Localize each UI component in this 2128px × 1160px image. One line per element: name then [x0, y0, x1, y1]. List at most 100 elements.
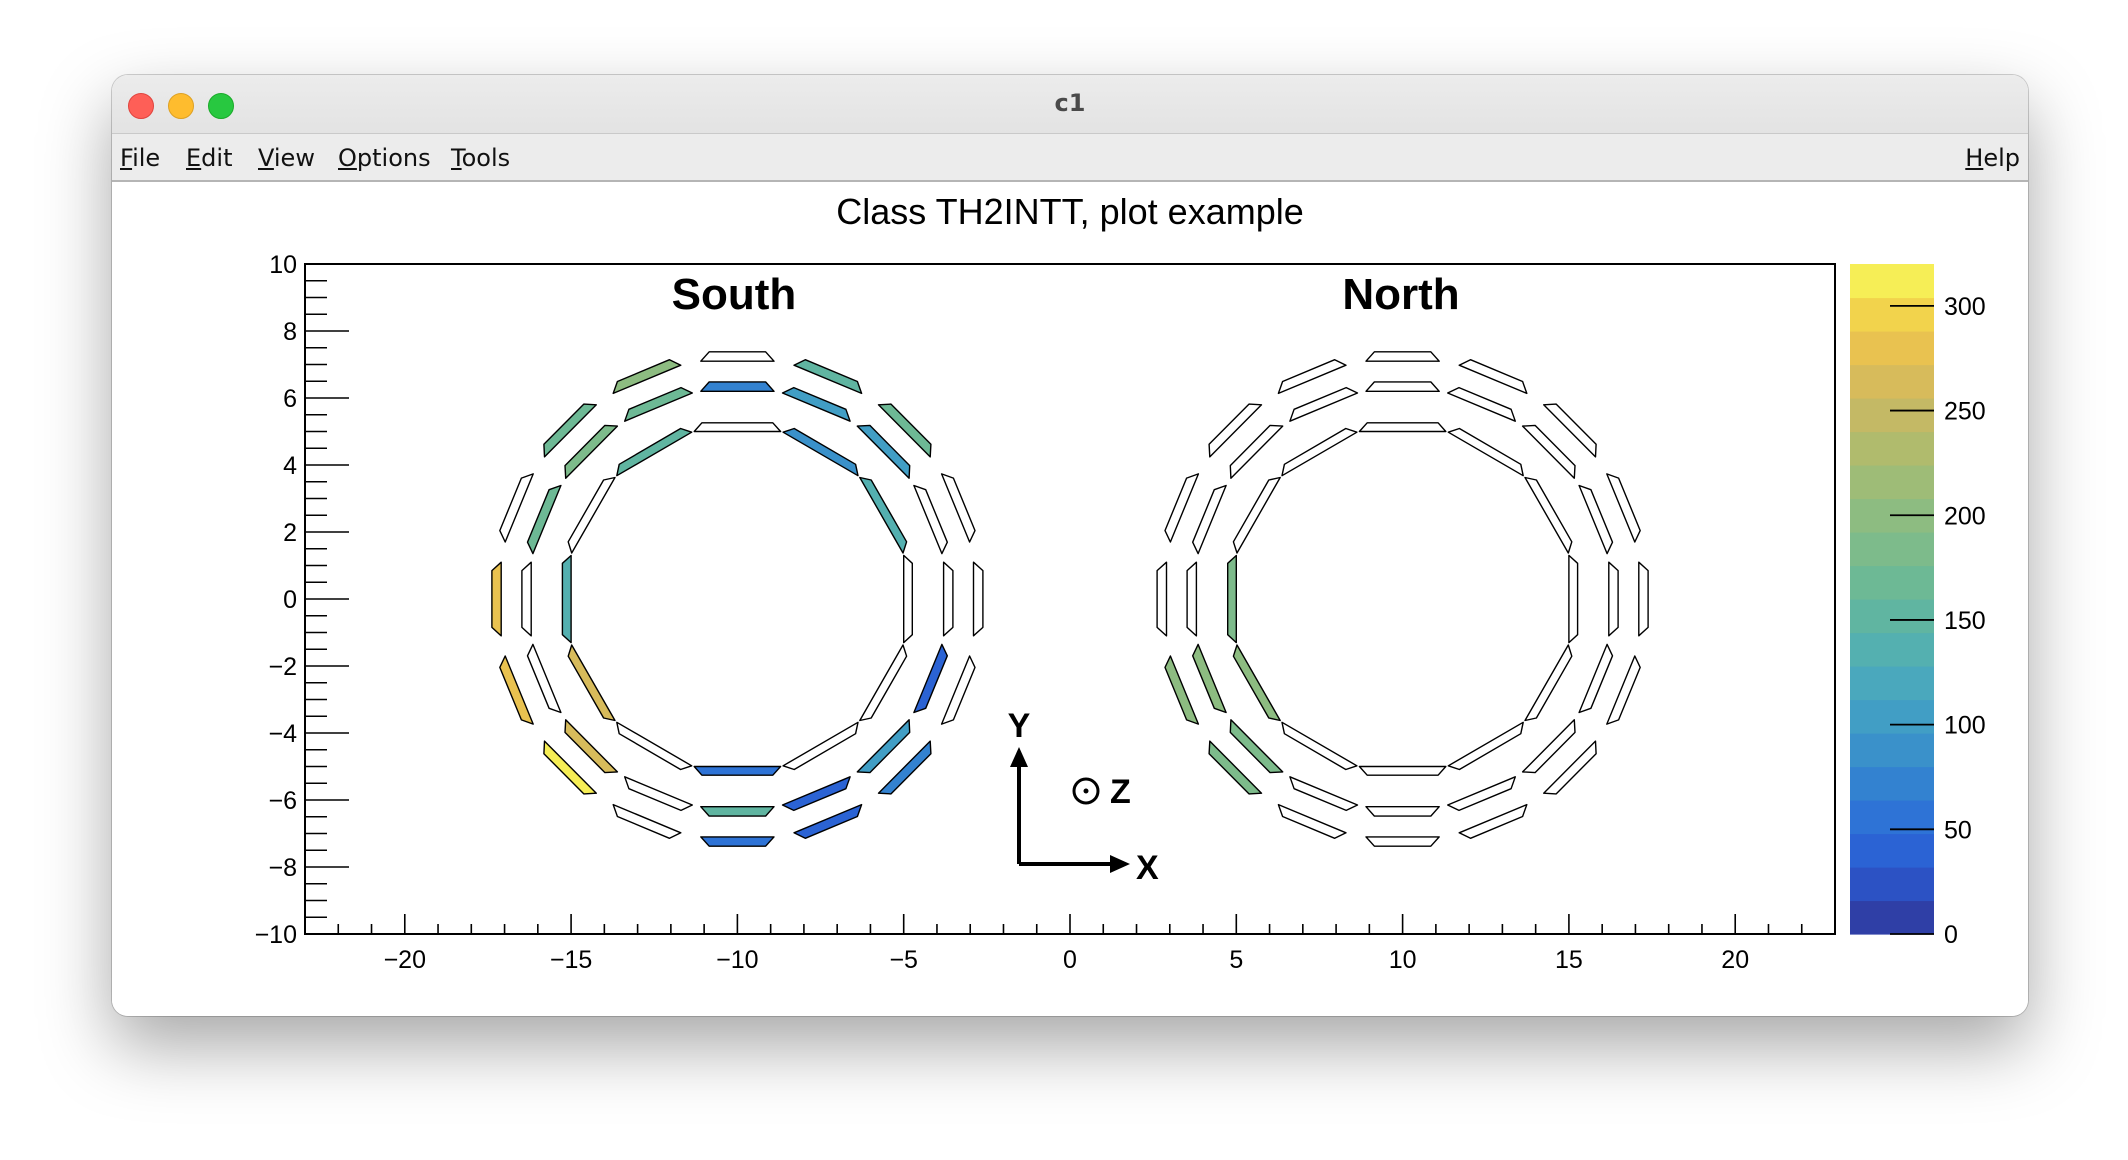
x-tick-label: 15 [1555, 946, 1583, 974]
palette-tick-label: 250 [1944, 398, 1986, 426]
ladder-bin [940, 655, 976, 725]
ladder-bin [1365, 836, 1440, 847]
y-arrowhead-icon [1010, 747, 1028, 767]
menu-options[interactable]: Options [338, 144, 431, 172]
ladder-bin [1156, 561, 1168, 637]
detector-north [1156, 351, 1649, 847]
ladder-bin [491, 561, 502, 637]
ladder-bin [1542, 740, 1597, 795]
ladder-bin [616, 721, 693, 771]
y-tick-label: 4 [283, 452, 297, 480]
ladder-bin [1542, 403, 1597, 458]
x-tick-label: −20 [384, 946, 426, 974]
ladder-bin [793, 358, 863, 395]
ladder-bin [877, 740, 932, 795]
menu-edit[interactable]: Edit [186, 144, 233, 172]
ladder-bin [942, 561, 954, 637]
y-tick-label: −8 [268, 854, 297, 882]
ladder-bin [1208, 403, 1263, 458]
palette-tick-label: 200 [1944, 502, 1986, 530]
palette-level [1850, 766, 1934, 801]
palette-level [1850, 398, 1934, 433]
x-axis-letter: X [1136, 849, 1159, 887]
ladder-bin [1365, 351, 1440, 362]
xyz-axes-glyph: Y X Z [1008, 707, 1159, 887]
palette-level [1850, 666, 1934, 701]
ladder-bin [1358, 765, 1447, 776]
close-window-button[interactable] [128, 93, 154, 119]
ladder-bin [1578, 484, 1614, 555]
ladder-bin [1229, 719, 1284, 774]
palette-level [1850, 565, 1934, 600]
ladder-bin [913, 484, 948, 555]
menu-tools[interactable]: Tools [451, 144, 511, 172]
menu-file[interactable]: File [120, 144, 161, 172]
ladder-bin [561, 554, 572, 644]
palette-level [1850, 331, 1934, 366]
y-tick-label: −6 [268, 787, 297, 815]
ladder-bin [1277, 803, 1347, 839]
ladder-bin [616, 427, 693, 477]
south-label: South [672, 270, 797, 319]
ladder-bin [526, 643, 562, 714]
detector-south [491, 351, 984, 847]
ladder-bin [624, 386, 693, 422]
ladder-bin [1446, 386, 1517, 422]
palette-tick-label: 0 [1944, 921, 1958, 949]
x-tick-label: −15 [550, 946, 592, 974]
palette-level [1850, 632, 1934, 667]
ladder-bin [700, 836, 775, 847]
palette-level [1850, 532, 1934, 567]
ladder-bin [877, 403, 932, 458]
root-canvas-window: c1 File Edit View Options Tools Help Cla… [112, 75, 2028, 1016]
ladder-bin [913, 643, 948, 714]
ladder-bin [1521, 424, 1576, 479]
palette-tick-label: 100 [1944, 712, 1986, 740]
ladder-bin [1458, 803, 1528, 839]
ladder-bin [781, 386, 851, 422]
y-tick-label: 10 [269, 251, 297, 279]
ladder-bin [543, 740, 597, 795]
palette-level [1850, 364, 1934, 399]
y-tick-label: −10 [255, 921, 297, 949]
ladder-bin [521, 561, 532, 637]
menu-help[interactable]: Help [1965, 144, 2020, 172]
palette-level [1850, 264, 1934, 299]
ladder-bin [1447, 721, 1524, 771]
palette-level [1850, 431, 1934, 466]
ladder-bin [1281, 721, 1358, 771]
ladder-bin [1358, 422, 1447, 433]
palette-tick-label: 150 [1944, 607, 1986, 635]
zoom-window-button[interactable] [208, 93, 234, 119]
ladder-bin [567, 476, 616, 554]
palette-level [1850, 867, 1934, 902]
ladder-bin [700, 381, 775, 393]
ladder-bin [1289, 386, 1359, 422]
ladder-bin [782, 721, 859, 771]
canvas-area[interactable]: Class TH2INTT, plot example −20 −15 −10 −5 0… [112, 182, 2028, 1016]
ladder-bin [1232, 476, 1281, 554]
ladder-bin [1289, 776, 1359, 812]
ladder-bin [700, 806, 775, 817]
ladder-bin [940, 473, 976, 543]
ladder-bin [782, 427, 859, 477]
ladder-bin [1232, 644, 1281, 722]
ladder-bin [499, 655, 534, 725]
z-axis-letter: Z [1110, 773, 1131, 811]
z-dot-icon [1083, 788, 1089, 794]
x-tick-label: −10 [716, 946, 758, 974]
minimize-window-button[interactable] [168, 93, 194, 119]
palette-level [1850, 900, 1934, 935]
ladder-bin [903, 554, 913, 644]
ladder-bin [1191, 484, 1227, 555]
x-tick-label: 5 [1229, 946, 1243, 974]
ladder-bin [526, 484, 562, 555]
plot-svg[interactable]: Class TH2INTT, plot example −20 −15 −10 −5 0… [112, 182, 2028, 1016]
ladder-bin [1524, 644, 1573, 722]
menu-view[interactable]: View [258, 144, 315, 172]
ladder-bin [1365, 806, 1440, 817]
ladder-bin [1446, 776, 1517, 812]
ladder-bin [859, 644, 908, 722]
ladder-bin [1164, 655, 1200, 725]
palette-level [1850, 599, 1934, 634]
